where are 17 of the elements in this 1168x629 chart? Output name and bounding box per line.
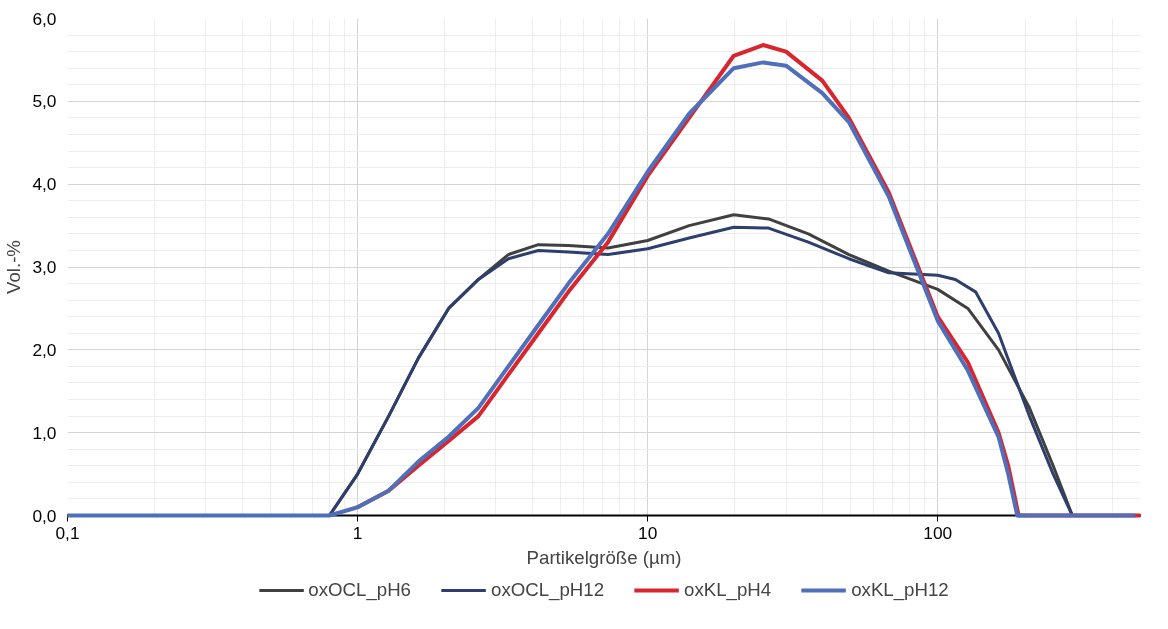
y-tick-label: 2,0 [32, 339, 57, 360]
y-tick-label: 1,0 [32, 422, 57, 443]
legend-label: oxKL_pH4 [684, 579, 772, 601]
legend-label: oxOCL_pH6 [308, 579, 411, 601]
y-tick-label: 5,0 [32, 91, 57, 112]
x-tick-label: 100 [923, 522, 953, 543]
y-tick-label: 0,0 [32, 505, 57, 526]
x-axis-title: Partikelgröße (µm) [526, 546, 682, 568]
x-tick-label: 0,1 [55, 522, 80, 543]
legend-label: oxKL_pH12 [851, 579, 949, 601]
y-axis-title: Vol.-% [3, 240, 25, 294]
y-tick-label: 3,0 [32, 257, 57, 277]
x-tick-label: 10 [638, 522, 658, 543]
legend-label: oxOCL_pH12 [491, 579, 605, 601]
y-tick-label: 4,0 [32, 174, 57, 195]
y-tick-label: 6,0 [32, 8, 57, 29]
x-tick-label: 1 [352, 522, 363, 543]
